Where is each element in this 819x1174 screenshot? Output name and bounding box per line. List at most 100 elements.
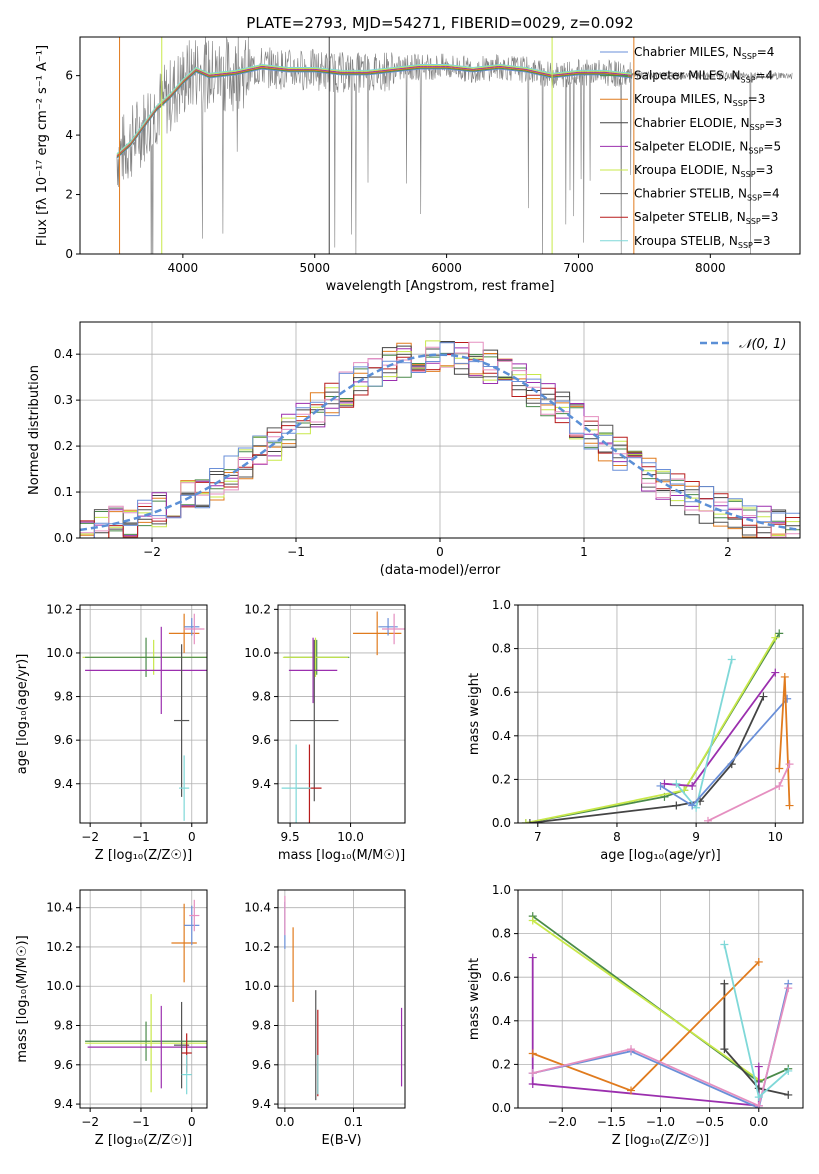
legend-label: Salpeter STELIB, NSSP=3: [634, 210, 778, 226]
axes-frame: [79, 889, 208, 1109]
y-axis-label: age [log₁₀(age/yr)]: [15, 654, 30, 775]
weight-marker: [688, 781, 697, 790]
y-axis-label: mass weight: [467, 673, 482, 755]
y-tick-label: 0.2: [54, 439, 73, 453]
y-tick-label: 9.6: [252, 1058, 271, 1072]
axes-spectrum: 4000 5000 6000 7000 8000 0 2 4 6 wavelength [Angs…: [35, 36, 801, 294]
y-tick-label: 9.6: [54, 1058, 73, 1072]
weight-marker: [720, 979, 729, 988]
weight-marker: [727, 655, 736, 664]
y-tick-label: 0: [65, 247, 73, 261]
y-tick-label: 9.4: [54, 777, 73, 791]
y-tick-label: 1.0: [492, 883, 511, 897]
x-tick-label: −1: [132, 830, 150, 844]
y-tick-label: 10.4: [244, 901, 271, 915]
legend-label: Salpeter ELODIE, NSSP=5: [634, 139, 781, 155]
y-tick-label: 9.8: [54, 690, 73, 704]
y-tick-label: 4: [65, 128, 73, 142]
y-axis-label: Flux [fλ 10⁻¹⁷ erg cm⁻² s⁻¹ A⁻¹]: [35, 45, 50, 246]
axes-mass_weight_vs_age: 7 8 9 10 0.0 0.2 0.4 0.6 0.8 1.0 age [log₁₀(age/yr…: [467, 598, 804, 863]
x-tick-label: −2: [81, 830, 99, 844]
weight-marker: [780, 672, 789, 681]
y-tick-label: 0.4: [492, 729, 511, 743]
x-axis-label: Z [log₁₀(Z/Z☉)]: [95, 848, 192, 863]
plot-area: [521, 629, 794, 823]
model-spectrum-salpeter_miles: [116, 67, 632, 158]
y-tick-label: 10.0: [46, 646, 73, 660]
plot-area: [85, 899, 207, 1095]
axes-mass_vs_Z: −2 −1 0 9.4 9.6 9.8 10.0 10.2 10.4 Z [log₁₀(Z/Z☉)…: [15, 889, 208, 1148]
x-tick-label: −1: [132, 1115, 150, 1129]
weight-line-kroupa_elodie: [525, 637, 777, 823]
weight-marker: [784, 1066, 793, 1075]
x-tick-label: 5000: [299, 261, 330, 275]
y-tick-label: 10.0: [244, 979, 271, 993]
y-tick-label: 0.2: [492, 772, 511, 786]
weight-line-kroupa_elodie: [532, 919, 760, 1081]
weight-marker: [528, 916, 537, 925]
y-tick-label: 0.2: [492, 1057, 511, 1071]
y-axis-label: mass [log₁₀(M/M☉)]: [15, 935, 30, 1062]
axes-frame: [79, 36, 801, 255]
axes-age_vs_mass: 9.5 10.0 9.4 9.6 9.8 10.0 10.2 mass [log₁₀(M/M☉…: [244, 602, 406, 863]
plot-area: [528, 912, 793, 1108]
x-tick-label: 2: [724, 545, 732, 559]
y-tick-label: 10.2: [46, 602, 73, 616]
weight-marker: [759, 692, 768, 701]
legend-label: Chabrier ELODIE, NSSP=3: [634, 116, 782, 132]
x-tick-label: 8: [613, 830, 621, 844]
axes-age_vs_Z: −2 −1 0 9.4 9.6 9.8 10.0 10.2 Z [log₁₀(Z/Z☉)] age…: [15, 602, 208, 863]
y-tick-label: 10.2: [244, 602, 271, 616]
y-axis-label: Normed distribution: [27, 365, 42, 495]
axes-frame: [277, 889, 406, 1109]
weight-marker: [720, 940, 729, 949]
plot-area: [80, 340, 800, 538]
weight-marker: [528, 1080, 537, 1089]
x-tick-label: 0.0: [749, 1115, 768, 1129]
legend-label: Chabrier STELIB, NSSP=4: [634, 187, 780, 203]
axes-frame: [79, 604, 208, 824]
weight-marker: [528, 953, 537, 962]
weight-marker: [720, 1045, 729, 1054]
x-tick-label: 9: [692, 830, 700, 844]
weight-line-pink: [532, 987, 790, 1108]
model-spectrum-kroupa_elodie: [116, 64, 632, 155]
plot-area: [116, 37, 793, 254]
histogram-chabrier_miles: [80, 342, 800, 538]
x-axis-label: (data-model)/error: [380, 563, 501, 578]
x-tick-label: 9.5: [281, 830, 300, 844]
legend-label: Chabrier MILES, NSSP=4: [634, 45, 774, 61]
weight-marker: [754, 957, 763, 966]
plot-area: [284, 895, 403, 1101]
legend-label: Kroupa ELODIE, NSSP=3: [634, 163, 773, 179]
weight-marker: [784, 1090, 793, 1099]
spectrum-legend: Chabrier MILES, NSSP=4 Salpeter MILES, NS…: [600, 45, 782, 250]
weight-marker: [627, 1045, 636, 1054]
y-tick-label: 10.4: [46, 901, 73, 915]
weight-marker: [783, 694, 792, 703]
axes-frame: [277, 604, 406, 824]
plot-area: [281, 611, 405, 823]
weight-marker: [704, 816, 712, 823]
weight-marker: [775, 781, 784, 790]
weight-line-chabrier_miles: [660, 698, 788, 807]
x-tick-label: −2: [81, 1115, 99, 1129]
x-tick-label: −1.5: [597, 1115, 626, 1129]
x-tick-label: 7000: [563, 261, 594, 275]
y-tick-label: 0.0: [54, 531, 73, 545]
model-spectrum-chabrier_miles: [116, 68, 632, 159]
weight-marker: [656, 781, 665, 790]
y-tick-label: 10.2: [244, 940, 271, 954]
x-tick-label: 0: [188, 830, 196, 844]
model-spectrum-kroupa_stelib: [116, 63, 632, 155]
weight-marker: [521, 819, 530, 823]
figure-title: PLATE=2793, MJD=54271, FIBERID=0029, z=0…: [246, 14, 633, 32]
y-tick-label: 0.3: [54, 393, 73, 407]
x-tick-label: −0.5: [695, 1115, 724, 1129]
y-tick-label: 0.0: [492, 1101, 511, 1115]
axes-frame: [517, 604, 804, 824]
x-tick-label: 10.0: [337, 830, 364, 844]
weight-marker: [672, 779, 681, 788]
x-axis-label: Z [log₁₀(Z/Z☉)]: [95, 1133, 192, 1148]
